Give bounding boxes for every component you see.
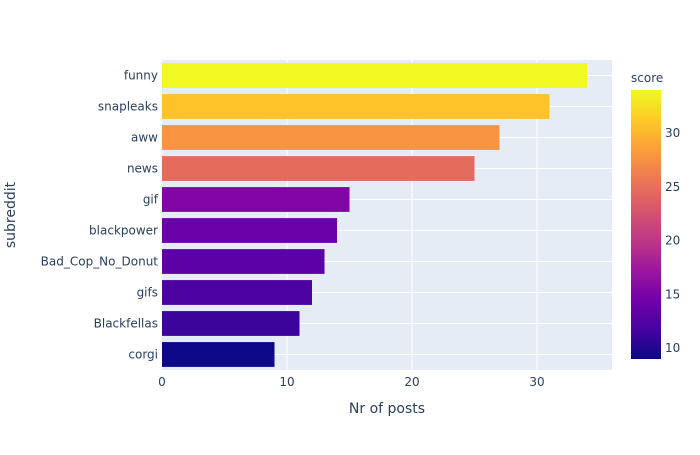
y-tick-label: funny (124, 69, 158, 83)
y-tick-labels: funny snapleaks aww news gif blackpower Bad_Co… (41, 69, 159, 362)
bar-gif[interactable] (162, 187, 350, 212)
colorbar-tick-label: 20 (665, 234, 680, 248)
y-tick-label: corgi (128, 348, 158, 362)
bar-snapleaks[interactable] (162, 94, 550, 119)
bar-corgi[interactable] (162, 342, 275, 367)
x-axis-label: Nr of posts (349, 401, 425, 417)
y-tick-label: Bad_Cop_No_Donut (41, 255, 159, 269)
bars (162, 63, 587, 367)
colorbar-tick-label: 15 (665, 287, 680, 301)
x-tick-label: 30 (529, 375, 544, 389)
bar-aww[interactable] (162, 125, 500, 150)
y-tick-label: Blackfellas (94, 317, 158, 331)
y-axis-label: subreddit (3, 181, 19, 248)
y-tick-label: aww (131, 131, 158, 145)
x-tick-label: 10 (279, 375, 294, 389)
bar-gifs[interactable] (162, 280, 312, 305)
y-tick-label: news (127, 162, 158, 176)
y-tick-label: gifs (137, 286, 158, 300)
x-tick-label: 20 (404, 375, 419, 389)
colorbar-title: score (631, 71, 663, 85)
colorbar: score 10 15 20 25 30 (631, 71, 680, 359)
x-tick-label: 0 (158, 375, 166, 389)
colorbar-gradient (631, 90, 661, 359)
bar-blackpower[interactable] (162, 218, 337, 243)
colorbar-ticks: 10 15 20 25 30 (665, 126, 680, 355)
x-tick-labels: 0 10 20 30 (158, 375, 544, 389)
y-tick-label: snapleaks (98, 100, 158, 114)
y-tick-label: blackpower (89, 224, 158, 238)
bar-Bad_Cop_No_Donut[interactable] (162, 249, 325, 274)
bar-news[interactable] (162, 156, 475, 181)
bar-Blackfellas[interactable] (162, 311, 300, 336)
bar-funny[interactable] (162, 63, 587, 88)
colorbar-tick-label: 25 (665, 180, 680, 194)
y-tick-label: gif (143, 193, 159, 207)
colorbar-tick-label: 30 (665, 126, 680, 140)
colorbar-tick-label: 10 (665, 341, 680, 355)
